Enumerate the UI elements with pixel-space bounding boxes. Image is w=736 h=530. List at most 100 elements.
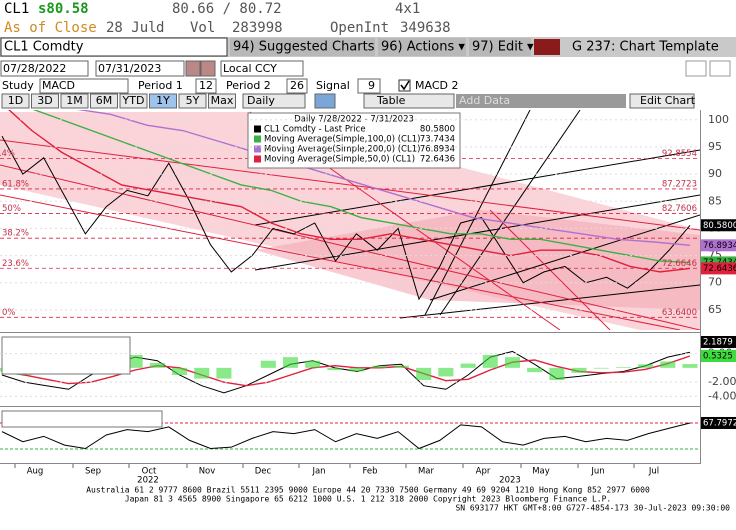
trendline bbox=[439, 110, 581, 316]
diff-bar bbox=[260, 360, 276, 368]
bid-ask: 80.66 / 80.72 bbox=[172, 1, 282, 17]
rsi-legend bbox=[1, 410, 163, 428]
value-badge-label: 0.5325 bbox=[703, 352, 733, 362]
diff-bar bbox=[504, 357, 520, 368]
suggested-btn[interactable] bbox=[230, 38, 375, 56]
fib-pct: 61.8% bbox=[2, 179, 29, 189]
p1-input[interactable] bbox=[195, 78, 217, 94]
value-badge bbox=[701, 350, 736, 362]
period-btn[interactable] bbox=[90, 93, 118, 109]
period-btn[interactable] bbox=[31, 93, 59, 109]
diff-bar bbox=[460, 363, 476, 368]
edit-btn[interactable] bbox=[469, 38, 531, 56]
value-badge bbox=[701, 416, 736, 429]
fib-price: 82.7606 bbox=[662, 204, 697, 214]
diff-bar bbox=[282, 357, 299, 368]
fib-pct: 38.2% bbox=[2, 229, 29, 239]
value-badge-label: 2.1879 bbox=[703, 338, 733, 348]
x-tick-label: Jun bbox=[590, 467, 604, 477]
series-line bbox=[1, 135, 691, 301]
legend-name: Moving Average(Simple,100,0) (CL1) bbox=[264, 135, 420, 145]
checkbox-label: MACD 2 bbox=[415, 79, 458, 92]
freq-select[interactable] bbox=[242, 93, 306, 109]
period-btn[interactable] bbox=[149, 93, 177, 109]
fib-pct: 76.4% bbox=[0, 149, 15, 159]
period-btn[interactable] bbox=[208, 93, 236, 109]
legend-swatch bbox=[254, 135, 261, 143]
y-tick-label: 65 bbox=[708, 303, 722, 316]
y-tick-label: 95 bbox=[708, 140, 722, 153]
y-tick-label: 100 bbox=[708, 113, 729, 126]
chart-btn[interactable] bbox=[314, 93, 336, 109]
fib-price: 87.2723 bbox=[662, 179, 697, 189]
start-input[interactable] bbox=[0, 60, 89, 77]
x-tick-label: Feb bbox=[362, 467, 377, 477]
diff-bar bbox=[305, 360, 321, 368]
edit: 97) Edit ▾ bbox=[472, 40, 534, 55]
p2: 26 bbox=[290, 79, 304, 92]
table-btn[interactable] bbox=[363, 93, 455, 109]
study-name: MACD bbox=[42, 79, 75, 92]
redo-btn[interactable] bbox=[709, 60, 731, 77]
legend-name: Moving Average(Simple,200,0) (CL1) bbox=[264, 145, 420, 155]
period-btn[interactable] bbox=[119, 93, 148, 109]
study-select[interactable] bbox=[39, 78, 129, 94]
trendline bbox=[399, 284, 700, 319]
ccy-input[interactable] bbox=[220, 60, 304, 77]
trendline bbox=[0, 194, 681, 330]
trendline bbox=[0, 164, 700, 330]
p2-label: Period 2 bbox=[226, 79, 271, 92]
ticker-box[interactable] bbox=[0, 37, 228, 57]
next-btn[interactable] bbox=[200, 60, 216, 77]
legend-value: 72.6436 bbox=[420, 155, 455, 165]
oi: 349638 bbox=[400, 20, 451, 36]
x-tick-label: Oct bbox=[142, 467, 157, 477]
fib-pct: 23.6% bbox=[2, 259, 29, 269]
value-badge-label: 80.5800 bbox=[703, 221, 736, 231]
period-label: 1Y bbox=[156, 94, 170, 107]
actions-btn[interactable] bbox=[378, 38, 466, 56]
diff-bar bbox=[638, 364, 654, 368]
legend-name: CL1 Comdty - Last Price bbox=[264, 125, 366, 135]
series-line bbox=[76, 110, 691, 247]
trendline bbox=[424, 110, 531, 316]
sig-input[interactable] bbox=[357, 78, 381, 94]
x-tick-label: Apr bbox=[476, 467, 491, 477]
diff-bar bbox=[527, 367, 543, 373]
macd-legend bbox=[1, 336, 131, 375]
diff-bar bbox=[593, 367, 609, 369]
value-badge-label: 67.7972 bbox=[703, 418, 736, 428]
period-label: 1D bbox=[8, 94, 23, 107]
x-tick-label: Mar bbox=[418, 467, 435, 477]
edit-chart-btn[interactable] bbox=[629, 93, 695, 109]
x-tick-label: Jul bbox=[648, 467, 659, 477]
fib-price: 92.8554 bbox=[662, 149, 697, 159]
period-label: 6M bbox=[96, 94, 113, 107]
actions: 96) Actions ▾ bbox=[381, 40, 465, 55]
period-label: 5Y bbox=[186, 94, 200, 107]
value-badge bbox=[701, 336, 736, 348]
p2-input[interactable] bbox=[286, 78, 308, 94]
value-badge bbox=[701, 239, 736, 252]
y-tick-label: 90 bbox=[708, 167, 722, 180]
fib-price: 72.6646 bbox=[662, 259, 697, 269]
end-input[interactable] bbox=[95, 60, 185, 77]
suggested: 94) Suggested Charts bbox=[233, 40, 375, 55]
period-btn[interactable] bbox=[1, 93, 30, 109]
y-tick-label: 70 bbox=[708, 276, 722, 289]
prev-btn[interactable] bbox=[185, 60, 201, 77]
period-btn[interactable] bbox=[60, 93, 89, 109]
fib-price: 63.6400 bbox=[662, 308, 697, 318]
undo-btn[interactable] bbox=[685, 60, 707, 77]
diff-bar bbox=[571, 367, 587, 373]
period-buttons: 1D 3D 1M 6M YTD 1Y 5Y Max bbox=[1, 93, 236, 109]
legend-value: 76.8934 bbox=[420, 145, 455, 155]
diff-bar bbox=[393, 365, 410, 368]
checkbox[interactable] bbox=[398, 79, 411, 92]
color-block bbox=[534, 39, 560, 55]
add-data-input[interactable] bbox=[456, 94, 626, 108]
period-btn[interactable] bbox=[178, 93, 207, 109]
series-line bbox=[1, 422, 691, 450]
period-label: 1M bbox=[66, 94, 83, 107]
frequency: Daily bbox=[247, 94, 275, 107]
